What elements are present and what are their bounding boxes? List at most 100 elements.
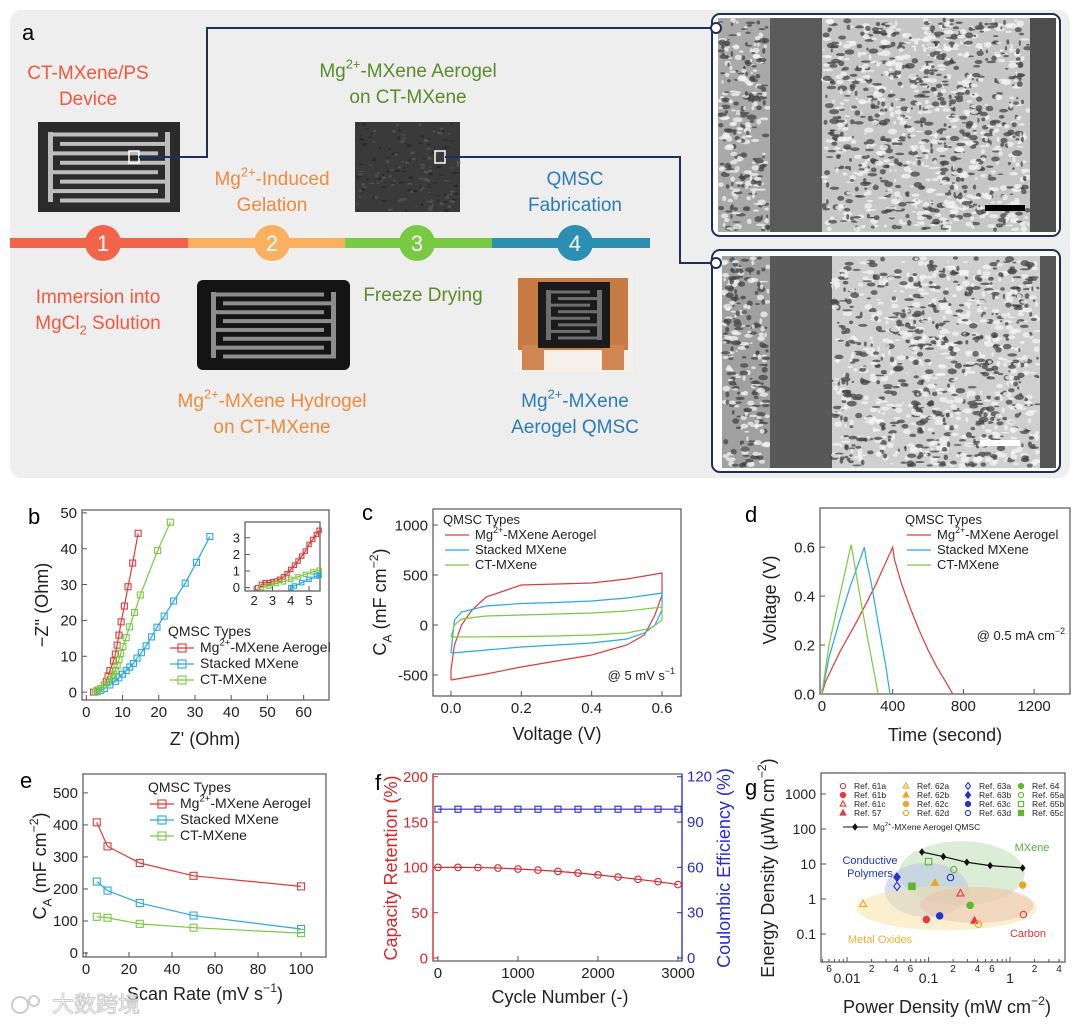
legend-ref-label: Ref. 65c bbox=[1032, 808, 1064, 818]
sem-texture bbox=[1010, 43, 1013, 49]
sem-texture bbox=[921, 65, 931, 71]
sem-texture bbox=[837, 60, 845, 67]
sem-texture bbox=[846, 24, 851, 30]
caption-immersion: Immersion into bbox=[36, 287, 161, 308]
x-tick-label: 20 bbox=[150, 704, 167, 721]
sem-texture bbox=[761, 366, 768, 373]
sem-texture bbox=[888, 156, 895, 159]
data-point-square bbox=[125, 623, 133, 631]
label-part: Capacity Retention (%) bbox=[381, 775, 401, 960]
sem-texture bbox=[1020, 300, 1027, 304]
sem-texture bbox=[901, 260, 906, 264]
sem-texture bbox=[989, 460, 997, 466]
x-minor-tick-label: 2 bbox=[869, 964, 875, 975]
texture bbox=[378, 177, 382, 180]
sem-texture bbox=[893, 120, 897, 125]
sem-texture bbox=[1021, 455, 1029, 461]
sem-texture bbox=[976, 358, 986, 363]
sem-texture bbox=[950, 44, 954, 49]
sem-texture bbox=[946, 266, 956, 268]
sem-texture bbox=[877, 52, 885, 56]
sem-texture bbox=[935, 334, 945, 338]
sem-texture bbox=[871, 37, 877, 41]
sem-texture bbox=[860, 459, 865, 466]
sem-texture bbox=[902, 428, 912, 435]
sem-texture bbox=[888, 162, 895, 166]
sem-texture bbox=[733, 404, 740, 408]
sem-texture bbox=[872, 359, 881, 363]
electrode-finger bbox=[546, 329, 590, 333]
label-part: Mg bbox=[214, 169, 240, 190]
texture bbox=[451, 172, 456, 175]
sem-texture bbox=[887, 339, 895, 344]
sem-texture bbox=[927, 427, 934, 432]
sem-texture bbox=[949, 343, 958, 346]
data-point-square bbox=[534, 805, 542, 813]
sem-texture bbox=[956, 285, 964, 290]
sem-texture bbox=[764, 105, 772, 110]
sem-texture bbox=[729, 90, 737, 93]
sem-texture bbox=[727, 57, 733, 60]
sem-texture bbox=[750, 72, 753, 75]
sem-texture bbox=[747, 421, 754, 426]
sem-texture bbox=[1022, 429, 1032, 432]
texture bbox=[428, 169, 432, 173]
sem-texture bbox=[730, 109, 737, 112]
sem-texture bbox=[897, 139, 906, 142]
sem-texture bbox=[973, 438, 976, 443]
sem-texture bbox=[917, 140, 927, 145]
texture bbox=[361, 188, 365, 192]
sem-texture bbox=[968, 164, 976, 171]
texture bbox=[449, 140, 454, 142]
data-point-square bbox=[93, 686, 101, 694]
sem-texture bbox=[719, 162, 725, 166]
sem-texture bbox=[1035, 449, 1040, 455]
sem-texture bbox=[906, 272, 910, 278]
step-number: 1 bbox=[97, 231, 109, 256]
sem-texture bbox=[937, 107, 940, 112]
sem-texture bbox=[912, 161, 916, 166]
sem-texture bbox=[872, 98, 878, 101]
data-point-square bbox=[594, 805, 602, 813]
sem-texture bbox=[893, 269, 902, 274]
sem-texture bbox=[897, 384, 901, 387]
sem-texture bbox=[1018, 123, 1025, 126]
sem-texture bbox=[928, 167, 938, 170]
sem-texture bbox=[942, 290, 949, 295]
sem-texture bbox=[933, 410, 943, 416]
sem-texture bbox=[965, 120, 974, 127]
data-point-circle bbox=[514, 865, 522, 873]
sem-texture bbox=[762, 91, 767, 97]
sem-texture bbox=[1000, 287, 1005, 291]
texture bbox=[426, 201, 430, 203]
sem-texture bbox=[746, 114, 757, 120]
data-point-square bbox=[298, 579, 305, 586]
sem-texture bbox=[869, 406, 878, 413]
data-point-square bbox=[157, 815, 167, 825]
sem-texture bbox=[869, 376, 878, 382]
x-axis-label: Cycle Number (-) bbox=[491, 987, 628, 1007]
sem-texture bbox=[722, 385, 731, 392]
sem-texture bbox=[759, 284, 764, 290]
sem-texture bbox=[924, 60, 934, 63]
sem-texture bbox=[735, 266, 743, 269]
y-axis-label: CA (mF cm−2) bbox=[27, 812, 55, 919]
sem-texture bbox=[979, 214, 986, 219]
sem-texture bbox=[976, 309, 984, 313]
sem-texture bbox=[744, 430, 750, 433]
sem-texture bbox=[906, 453, 917, 458]
sem-texture bbox=[1001, 431, 1010, 434]
data-point-square bbox=[92, 877, 101, 886]
sem-texture bbox=[739, 111, 750, 115]
sem-texture bbox=[1027, 418, 1032, 424]
data-point-square bbox=[122, 634, 130, 642]
data-point-square bbox=[91, 688, 99, 696]
sem-texture bbox=[730, 92, 740, 97]
sem-texture bbox=[720, 116, 730, 120]
texture bbox=[359, 138, 364, 141]
sem-texture bbox=[1003, 124, 1010, 129]
texture bbox=[356, 175, 362, 178]
sem-texture bbox=[846, 191, 853, 195]
sem-texture bbox=[860, 60, 871, 63]
sem-texture bbox=[964, 40, 973, 45]
